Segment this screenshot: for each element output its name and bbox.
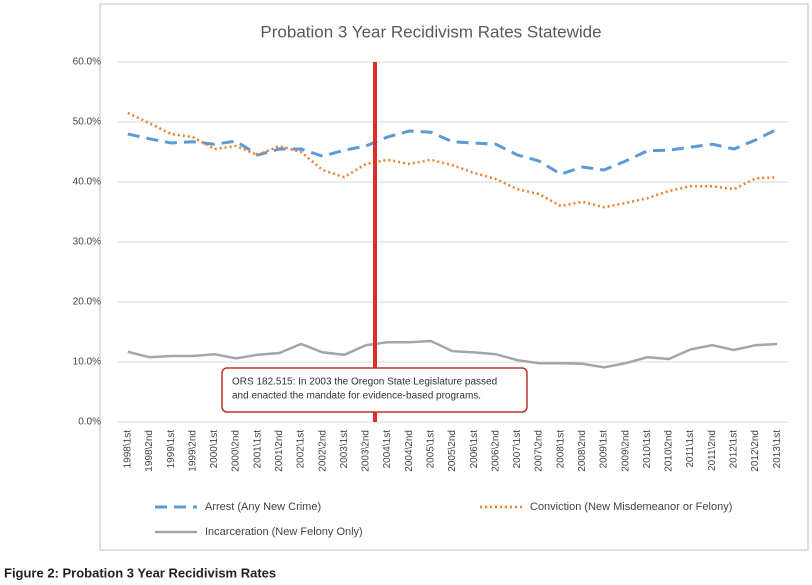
x-tick-label: 2008\2nd xyxy=(577,430,588,472)
x-tick-label: 1998\1st xyxy=(122,430,133,469)
y-tick-label: 20.0% xyxy=(73,297,101,308)
y-tick-label: 40.0% xyxy=(73,177,101,188)
series-line xyxy=(127,111,778,209)
x-tick-label: 2001\2nd xyxy=(274,430,285,472)
x-tick-label: 2005\1st xyxy=(425,430,436,469)
x-tick-label: 2006\1st xyxy=(469,430,480,469)
x-tick-label: 2012\1st xyxy=(729,430,740,469)
legend-label: Incarceration (New Felony Only) xyxy=(205,526,363,538)
x-tick-label: 2005\2nd xyxy=(447,430,458,472)
legend-label: Conviction (New Misdemeanor or Felony) xyxy=(530,501,732,513)
x-tick-label: 2012\2nd xyxy=(750,430,761,472)
chart-title: Probation 3 Year Recidivism Rates Statew… xyxy=(260,22,601,41)
x-tick-label: 2010\1st xyxy=(642,430,653,469)
x-tick-label: 2003\2nd xyxy=(361,430,372,472)
x-tick-label: 2004\1st xyxy=(382,430,393,469)
x-tick-label: 2003\1st xyxy=(339,430,350,469)
x-tick-label: 2002\2nd xyxy=(317,430,328,472)
x-tick-label: 2000\2nd xyxy=(231,430,242,472)
x-tick-label: 2007\1st xyxy=(512,430,523,469)
y-tick-label: 0.0% xyxy=(78,417,101,428)
figure-caption: Figure 2: Probation 3 Year Recidivism Ra… xyxy=(4,565,276,580)
x-tick-label: 2002\1st xyxy=(296,430,307,469)
y-tick-label: 60.0% xyxy=(73,57,101,68)
x-tick-label: 2011\2nd xyxy=(707,430,718,471)
annotation-text: ORS 182.515: In 2003 the Oregon State Le… xyxy=(232,377,497,388)
x-tick-label: 2000\1st xyxy=(209,430,220,469)
x-tick-label: 2009\1st xyxy=(599,430,610,469)
chart-border xyxy=(99,3,809,551)
annotation-box xyxy=(221,367,528,413)
x-tick-label: 2008\1st xyxy=(555,430,566,469)
x-tick-label: 2013\1st xyxy=(772,430,783,469)
y-tick-label: 10.0% xyxy=(73,357,101,368)
y-tick-label: 50.0% xyxy=(73,117,101,128)
x-tick-label: 1998\2nd xyxy=(144,430,155,472)
x-tick-label: 2009\2nd xyxy=(620,430,631,472)
x-tick-label: 1999\1st xyxy=(166,430,177,469)
x-tick-label: 2010\2nd xyxy=(664,430,675,472)
annotation-text: and enacted the mandate for evidence-bas… xyxy=(232,391,481,402)
grid xyxy=(117,61,788,423)
x-tick-label: 2001\1st xyxy=(252,430,263,469)
x-tick-label: 2004\2nd xyxy=(404,430,415,472)
lines xyxy=(127,111,778,369)
x-tick-label: 1999\2nd xyxy=(187,430,198,472)
x-tick-label: 2007\2nd xyxy=(534,430,545,472)
legend-label: Arrest (Any New Crime) xyxy=(205,501,321,513)
y-tick-label: 30.0% xyxy=(73,237,101,248)
x-tick-label: 2006\2nd xyxy=(490,430,501,472)
series-line xyxy=(127,339,778,369)
x-tick-label: 2011\1st xyxy=(685,430,696,468)
